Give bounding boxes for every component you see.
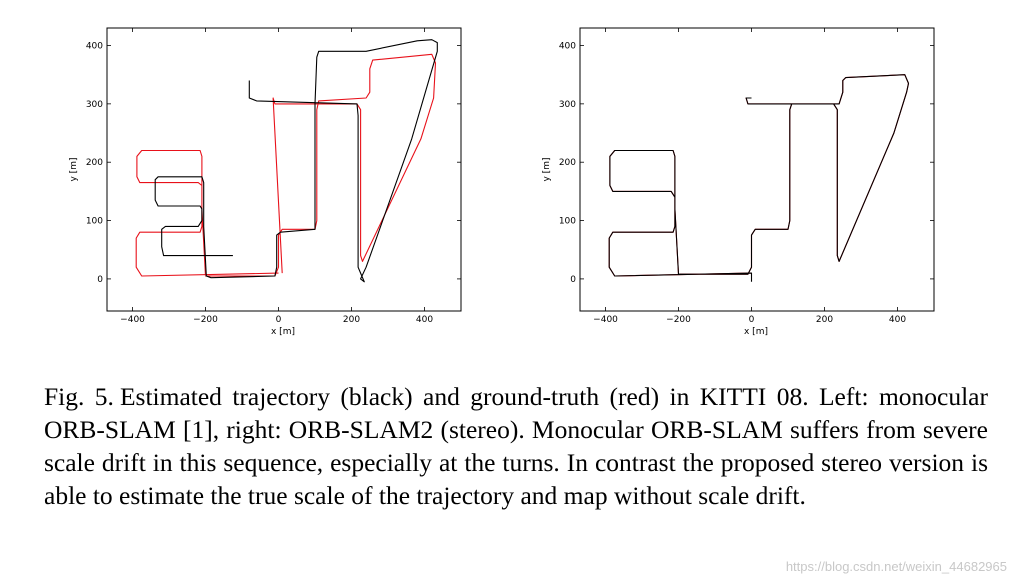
x-tick-label: 0: [749, 315, 755, 325]
figure-caption: Fig. 5. Estimated trajectory (black) and …: [44, 380, 988, 512]
caption-text: Estimated trajectory (black) and ground-…: [44, 382, 988, 510]
y-tick-label: 400: [559, 42, 576, 52]
x-tick-label: −400: [120, 315, 145, 325]
x-axis-label: x [m]: [271, 327, 295, 337]
x-axis-label: x [m]: [744, 327, 768, 337]
left-trajectory-plot: −400 −200 0 200 400 0 100 200 300 400 x [m] y [m]: [69, 27, 462, 337]
trajectory-line-estimated: [608, 74, 910, 282]
trajectory-line-ground-truth: [608, 74, 910, 277]
y-axis-label: y [m]: [69, 158, 79, 182]
y-axis-label: y [m]: [542, 158, 552, 182]
trajectory-line-estimated: [154, 39, 438, 283]
figure-label: Fig. 5.: [44, 382, 114, 411]
y-tick-label: 200: [86, 158, 103, 168]
plot-frame: [579, 27, 935, 312]
y-tick-label: 100: [559, 217, 576, 227]
y-tick-label: 200: [559, 158, 576, 168]
x-tick-label: −400: [593, 315, 618, 325]
trajectory-line-ground-truth: [135, 53, 437, 277]
x-tick-label: 400: [416, 315, 433, 325]
x-tick-label: 0: [276, 315, 282, 325]
right-trajectory-plot: −400 −200 0 200 400 0 100 200 300 400 x [m] y [m]: [542, 27, 935, 337]
x-tick-label: 200: [816, 315, 833, 325]
x-tick-label: −200: [666, 315, 691, 325]
y-tick-label: 400: [86, 42, 103, 52]
watermark: https://blog.csdn.net/weixin_44682965: [785, 559, 1007, 574]
y-tick-label: 300: [559, 100, 576, 110]
y-tick-label: 300: [86, 100, 103, 110]
x-tick-label: 200: [343, 315, 360, 325]
y-tick-label: 100: [86, 217, 103, 227]
y-tick-label: 0: [97, 275, 103, 285]
y-tick-label: 0: [570, 275, 576, 285]
x-tick-label: −200: [193, 315, 218, 325]
plot-frame: [106, 27, 462, 312]
x-tick-label: 400: [889, 315, 906, 325]
